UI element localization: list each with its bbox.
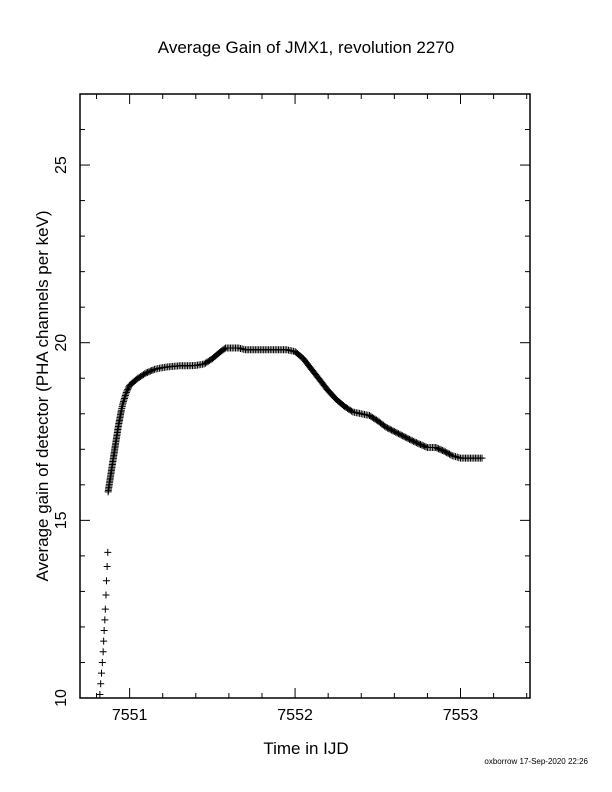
plot-frame (79, 93, 531, 699)
data-point (102, 591, 110, 599)
data-point (348, 407, 356, 415)
data-point (478, 454, 486, 462)
data-point (447, 451, 455, 459)
data-point (102, 577, 110, 585)
footer-credit: oxborrow 17-Sep-2020 22:26 (484, 757, 588, 766)
data-points (96, 344, 486, 698)
data-point (96, 690, 104, 698)
data-point (122, 388, 130, 396)
data-point (99, 648, 107, 656)
chart-title: Average Gain of JMX1, revolution 2270 (158, 38, 454, 57)
x-tick-label: 7551 (112, 707, 148, 724)
data-point (220, 345, 228, 353)
x-tick-label: 7553 (443, 707, 479, 724)
y-ticks: 10 15 20 25 (53, 93, 530, 707)
x-ticks: 7551 7552 7553 (96, 94, 528, 724)
y-tick-label: 15 (53, 511, 70, 529)
data-point (124, 386, 132, 394)
data-point (100, 637, 108, 645)
x-axis-label: Time in IJD (263, 739, 348, 758)
data-point (97, 680, 105, 688)
data-point (98, 658, 106, 666)
x-tick-label: 7552 (277, 707, 313, 724)
data-point (124, 384, 132, 392)
data-point (104, 548, 112, 556)
data-point (98, 669, 106, 677)
y-tick-label: 20 (53, 334, 70, 352)
data-point (100, 626, 108, 634)
data-point (123, 387, 131, 395)
y-axis-label: Average gain of detector (PHA channels p… (33, 210, 52, 581)
data-point (422, 443, 430, 451)
data-point (101, 605, 109, 613)
data-point (149, 366, 157, 374)
y-tick-label: 25 (53, 156, 70, 174)
y-tick-label: 10 (53, 689, 70, 707)
data-point (103, 563, 111, 571)
data-point (101, 616, 109, 624)
